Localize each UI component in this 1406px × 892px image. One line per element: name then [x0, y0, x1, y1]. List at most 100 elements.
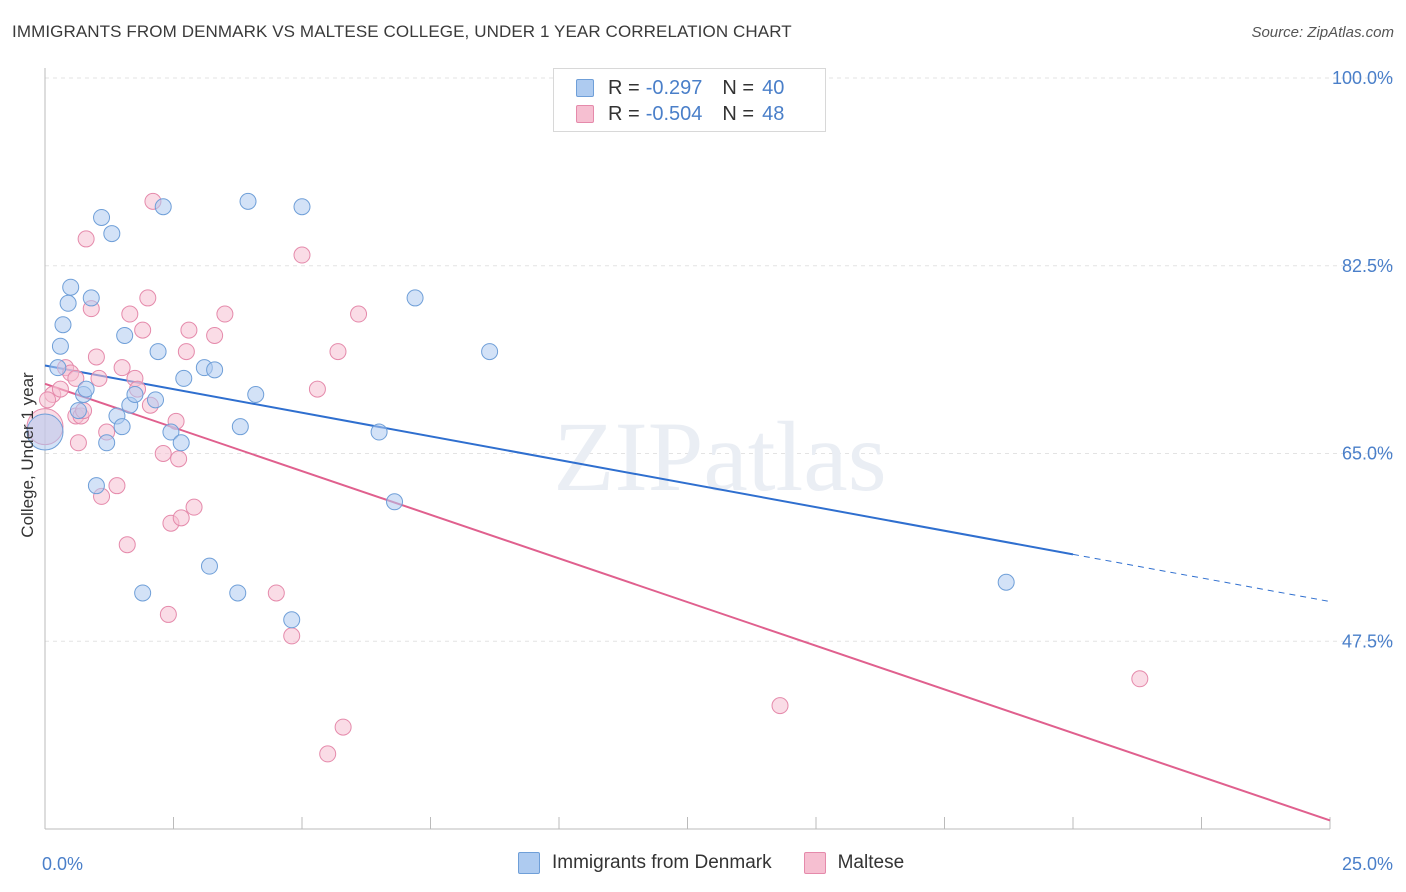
legend-item-maltese: Maltese [803, 852, 905, 874]
point-maltese [267, 584, 285, 602]
point-denmark [283, 611, 301, 629]
point-maltese [283, 627, 301, 645]
point-denmark [997, 573, 1015, 591]
legend-item-denmark: Immigrants from Denmark [518, 852, 772, 874]
legend-r-value: -0.297 [645, 76, 703, 99]
point-denmark [293, 198, 311, 216]
point-denmark [175, 369, 193, 387]
legend-swatch-denmark [576, 79, 594, 97]
point-denmark [370, 423, 388, 441]
point-denmark [200, 557, 218, 575]
point-denmark [229, 584, 247, 602]
legend-n-label: N = [722, 102, 755, 125]
point-denmark [62, 278, 80, 296]
y-tick-label: 65.0% [1342, 444, 1393, 464]
gridlines [45, 77, 1395, 642]
trend-line-maltese [44, 382, 1331, 822]
y-tick-label: 100.0% [1332, 68, 1393, 88]
source-label: Source: ZipAtlas.com [1251, 24, 1394, 41]
point-denmark [386, 493, 404, 511]
point-denmark [93, 208, 111, 226]
point-denmark [54, 316, 72, 334]
y-tick-label: 82.5% [1342, 256, 1393, 276]
point-maltese [67, 369, 85, 387]
trend-segment [44, 364, 1074, 556]
point-denmark [231, 418, 249, 436]
point-maltese [154, 445, 172, 462]
point-maltese [293, 246, 311, 264]
point-maltese [121, 305, 139, 323]
point-maltese [39, 391, 57, 409]
legend-label-denmark: Immigrants from Denmark [552, 852, 772, 873]
legend-n-label: N = [722, 76, 755, 99]
point-denmark [481, 343, 499, 361]
trend-segment [44, 382, 1331, 822]
legend-r-label: R = [608, 102, 640, 125]
point-denmark [147, 391, 165, 409]
point-maltese [172, 509, 190, 527]
point-denmark [77, 380, 95, 398]
point-maltese [180, 321, 198, 339]
point-maltese [118, 536, 136, 554]
y-tick-labels: 47.5% 65.0% 82.5% 100.0% [1332, 68, 1393, 651]
chart-title: IMMIGRANTS FROM DENMARK VS MALTESE COLLE… [12, 22, 792, 41]
x-tick-label: 0.0% [42, 854, 83, 874]
point-maltese [159, 605, 177, 623]
correlation-legend: R = -0.297 N = 40 R = -0.504 N = 48 [553, 68, 826, 132]
point-maltese [77, 230, 95, 248]
legend-row-denmark: R = -0.297 N = 40 [576, 77, 784, 99]
point-maltese [350, 305, 368, 323]
point-maltese [139, 289, 157, 307]
point-denmark [82, 289, 100, 307]
legend-swatch-maltese [803, 852, 826, 874]
point-denmark [49, 359, 67, 377]
point-maltese [206, 326, 224, 344]
legend-n-value: 48 [762, 102, 785, 125]
legend-r-label: R = [608, 76, 640, 99]
point-maltese [771, 697, 789, 715]
point-denmark [98, 434, 116, 452]
point-maltese [308, 380, 326, 398]
watermark: ZIPatlas [553, 401, 886, 512]
point-denmark [247, 385, 265, 403]
point-maltese [69, 434, 87, 452]
trend-line-denmark [44, 364, 1331, 603]
point-maltese [134, 321, 152, 339]
point-maltese [170, 450, 188, 468]
legend-r-value: -0.504 [645, 102, 703, 125]
x-tick-label: 25.0% [1342, 854, 1393, 874]
x-tick-labels: 0.0% 25.0% [42, 854, 1393, 874]
legend-swatch-maltese [576, 105, 594, 123]
y-tick-label: 47.5% [1342, 631, 1393, 651]
point-denmark [69, 402, 87, 420]
points-denmark [26, 192, 1015, 629]
point-denmark [51, 337, 69, 355]
point-denmark [113, 418, 131, 436]
point-maltese [90, 369, 108, 387]
series-legend: Immigrants from Denmark Maltese [518, 852, 936, 874]
point-maltese [87, 348, 105, 366]
point-denmark [406, 289, 424, 307]
point-denmark [116, 326, 134, 344]
point-maltese [51, 380, 69, 398]
legend-label-maltese: Maltese [837, 852, 905, 873]
point-denmark [172, 434, 190, 452]
point-denmark [26, 413, 64, 451]
point-maltese [319, 745, 337, 763]
point-denmark [154, 198, 172, 216]
point-denmark [162, 423, 180, 441]
point-maltese [177, 343, 195, 361]
legend-swatch-denmark [518, 852, 540, 874]
point-denmark [59, 294, 77, 312]
point-denmark [103, 225, 121, 243]
point-denmark [134, 584, 152, 602]
point-maltese [113, 359, 131, 377]
point-denmark [239, 192, 257, 210]
point-denmark [206, 361, 224, 379]
point-maltese [185, 498, 203, 516]
point-denmark [149, 343, 167, 361]
point-maltese [334, 718, 352, 736]
point-maltese [329, 343, 347, 361]
point-maltese [216, 305, 234, 323]
y-axis-label: College, Under 1 year [18, 372, 37, 538]
